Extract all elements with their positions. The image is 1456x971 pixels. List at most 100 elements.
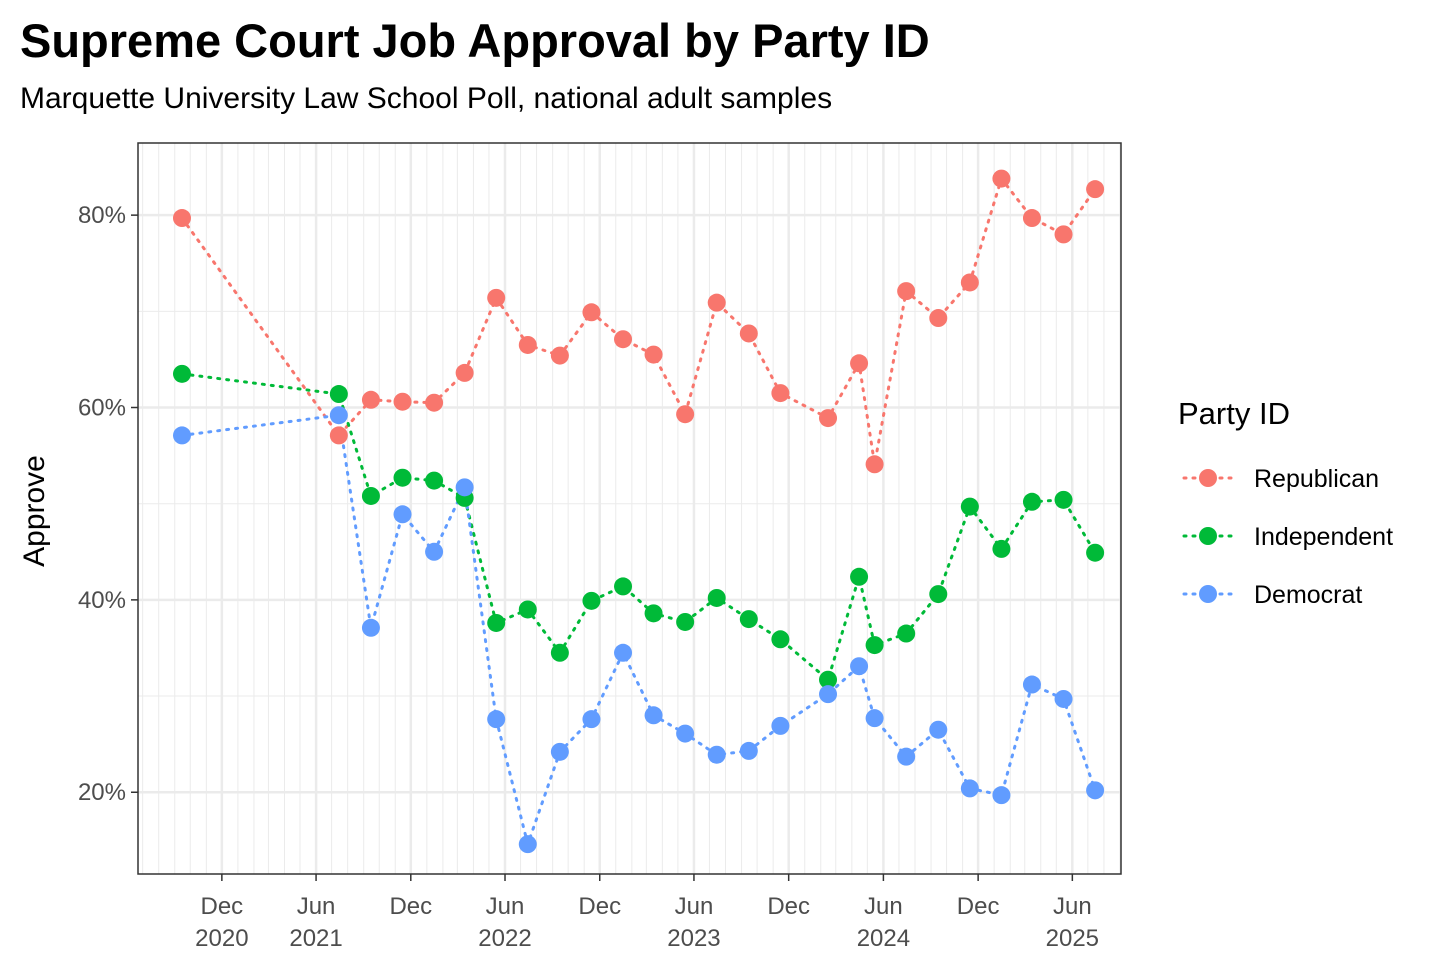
democrat-data-point: [172, 426, 191, 445]
series-points: [172, 169, 1105, 854]
independent-series-line: [180, 372, 1097, 683]
y-tick-label: 20%: [78, 779, 126, 806]
independent-data-point: [329, 385, 348, 404]
x-tick-label: Dec: [201, 893, 244, 920]
republican-data-point: [992, 169, 1011, 188]
x-tick-label: Dec: [957, 893, 1000, 920]
legend-republican-label: Republican: [1254, 465, 1379, 493]
independent-data-point: [1054, 490, 1073, 509]
republican-data-point: [865, 455, 884, 474]
x-axis: Dec 2020 Jun 2021 Dec Jun 2022 Dec Jun 2023 Dec Jun…: [195, 874, 1099, 952]
republican-data-point: [929, 309, 948, 328]
republican-data-point: [771, 384, 790, 403]
republican-data-point: [518, 335, 537, 354]
independent-data-point: [929, 585, 948, 604]
x-tick-label-year: 2021: [289, 925, 342, 952]
x-tick-label-year: 2025: [1046, 925, 1099, 952]
independent-data-point: [771, 630, 790, 649]
democrat-data-point: [455, 478, 474, 497]
republican-data-point: [425, 393, 444, 412]
republican-data-point: [739, 324, 758, 343]
republican-data-point: [582, 303, 601, 322]
x-tick-label: Jun: [675, 893, 714, 920]
democrat-data-point: [992, 786, 1011, 805]
republican-data-point: [676, 405, 695, 424]
republican-data-point: [393, 392, 412, 411]
y-axis-title: Approve: [18, 455, 51, 567]
independent-data-point: [676, 612, 695, 631]
x-tick-label-year: 2020: [195, 925, 248, 952]
x-tick-label: Dec: [389, 893, 432, 920]
legend-independent-marker: [1199, 527, 1217, 545]
republican-data-point: [614, 330, 633, 349]
legend-title: Party ID: [1178, 396, 1290, 431]
independent-data-point: [487, 613, 506, 632]
democrat-data-point: [614, 643, 633, 662]
independent-data-point: [393, 468, 412, 487]
democrat-data-point: [676, 724, 695, 743]
republican-data-point: [819, 409, 838, 428]
legend-independent-label: Independent: [1254, 523, 1393, 551]
independent-data-point: [865, 636, 884, 655]
republican-data-point: [550, 346, 569, 365]
plot-border: [137, 142, 1122, 875]
x-tick-label-year: 2023: [667, 925, 720, 952]
independent-data-point: [960, 497, 979, 516]
democrat-data-point: [865, 709, 884, 728]
democrat-data-point: [644, 706, 663, 725]
democrat-data-point: [929, 720, 948, 739]
democrat-data-point: [518, 835, 537, 854]
independent-data-point: [850, 567, 869, 586]
democrat-data-point: [361, 618, 380, 637]
republican-data-point: [455, 363, 474, 382]
independent-data-point: [897, 624, 916, 643]
republican-data-point: [172, 209, 191, 228]
independent-data-point: [361, 486, 380, 505]
legend: Party ID Republican Independent Democrat: [1178, 396, 1393, 609]
republican-data-point: [1086, 180, 1105, 199]
republican-data-point: [1054, 225, 1073, 244]
independent-data-point: [992, 539, 1011, 558]
democrat-data-point: [393, 505, 412, 524]
democrat-series-line: [180, 413, 1097, 850]
x-tick-label: Jun: [1053, 893, 1092, 920]
democrat-data-point: [425, 542, 444, 561]
x-tick-label: Dec: [767, 893, 810, 920]
y-tick-label: 40%: [78, 587, 126, 614]
republican-data-point: [1022, 209, 1041, 228]
democrat-data-point: [487, 710, 506, 729]
independent-data-point: [172, 364, 191, 383]
independent-data-point: [707, 588, 726, 607]
independent-data-point: [739, 610, 758, 629]
democrat-data-point: [960, 779, 979, 798]
chart-subtitle: Marquette University Law School Poll, na…: [20, 82, 833, 115]
independent-data-point: [550, 643, 569, 662]
x-tick-label-year: 2024: [857, 925, 910, 952]
democrat-data-point: [1086, 781, 1105, 800]
republican-data-point: [897, 282, 916, 301]
independent-data-point: [518, 600, 537, 619]
republican-data-point: [487, 288, 506, 307]
independent-data-point: [614, 577, 633, 596]
democrat-data-point: [550, 742, 569, 761]
x-tick-label: Jun: [297, 893, 336, 920]
democrat-data-point: [329, 406, 348, 425]
independent-data-point: [1086, 543, 1105, 562]
republican-data-point: [850, 354, 869, 373]
x-tick-label: Dec: [578, 893, 621, 920]
independent-data-point: [819, 670, 838, 689]
independent-data-point: [425, 471, 444, 490]
chart-title: Supreme Court Job Approval by Party ID: [20, 14, 930, 67]
independent-data-point: [582, 591, 601, 610]
major-gridlines: [138, 143, 1121, 874]
democrat-data-point: [897, 747, 916, 766]
democrat-data-point: [739, 741, 758, 760]
republican-data-point: [707, 293, 726, 312]
x-tick-label: Jun: [486, 893, 525, 920]
democrat-data-point: [1054, 689, 1073, 708]
independent-data-point: [1022, 492, 1041, 511]
republican-data-point: [361, 390, 380, 409]
y-axis: 20% 40% 60% 80%: [78, 202, 138, 806]
legend-republican-marker: [1199, 469, 1217, 487]
